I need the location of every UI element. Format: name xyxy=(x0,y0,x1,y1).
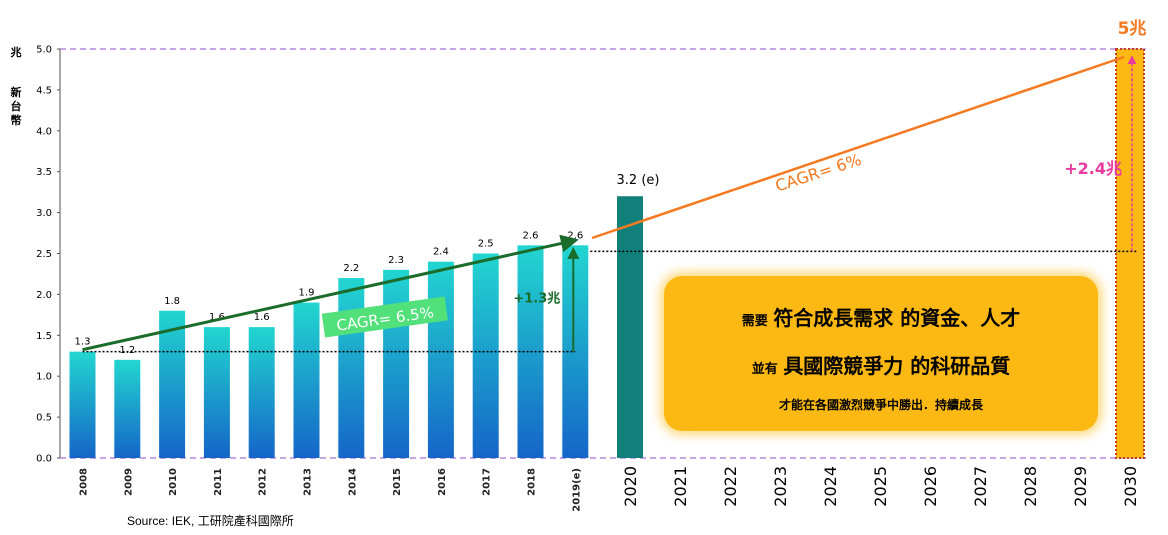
bar-2009 xyxy=(114,359,141,458)
bar-value-label: 2.4 xyxy=(433,247,449,258)
y-tick-label: 3.0 xyxy=(36,208,52,219)
x-tick-label: 2016 xyxy=(437,468,448,496)
bar-2020-value-label: 3.2 (e) xyxy=(617,173,660,188)
bar-value-label: 1.6 xyxy=(209,312,225,323)
x-tick-label: 2008 xyxy=(79,468,90,496)
bar-2030 xyxy=(1115,48,1145,459)
x-tick-label: 2013 xyxy=(303,468,314,496)
bar-value-label: 2.3 xyxy=(388,255,404,266)
bar-2008 xyxy=(69,351,96,458)
bar-value-label: 2.6 xyxy=(567,230,583,241)
x-tick-label: 2024 xyxy=(821,466,840,507)
bar-value-label: 1.8 xyxy=(164,296,180,307)
bar-2013 xyxy=(293,302,320,458)
bar-value-label: 1.2 xyxy=(119,345,135,356)
bar-value-label: 2.2 xyxy=(343,263,359,274)
x-tick-label: 2025 xyxy=(871,466,890,507)
y-tick-label: 3.5 xyxy=(36,167,52,178)
x-tick-label: 2022 xyxy=(721,466,740,507)
x-tick-label: 2029 xyxy=(1071,466,1090,507)
cagr-proj-label: CAGR= 6% xyxy=(773,150,864,196)
callout-line-1-main: 符合成長需求 的資金、人才 xyxy=(773,306,1021,330)
x-tick-label: 2021 xyxy=(671,466,690,507)
source-note: Source: IEK, 工研院產科國際所 xyxy=(127,514,294,528)
x-tick-label: 2023 xyxy=(771,466,790,507)
callout-line-3: 才能在各國激烈競爭中勝出．持續成長 xyxy=(778,398,983,412)
x-tick-label: 2027 xyxy=(971,466,990,507)
y-axis-unit: 兆 xyxy=(10,46,22,59)
x-tick-label: 2030 xyxy=(1121,466,1140,507)
bar-value-label: 1.6 xyxy=(254,312,270,323)
callout-line-1: 需要 符合成長需求 的資金、人才 xyxy=(664,302,1098,331)
y-tick-label: 1.5 xyxy=(36,331,52,342)
trend-line-proj xyxy=(591,55,1125,240)
bar-2010 xyxy=(159,310,186,458)
x-tick-label: 2015 xyxy=(392,468,403,496)
x-tick-label: 2018 xyxy=(527,468,538,496)
callout-line-2-main: 具國際競爭力 的科研品質 xyxy=(783,354,1011,378)
callout-line-2: 並有 具國際競爭力 的科研品質 xyxy=(664,350,1098,379)
y-tick-label: 0.5 xyxy=(36,413,52,424)
delta-hist-label: +1.3兆 xyxy=(513,291,560,307)
chart-frame xyxy=(60,48,1148,459)
bar-value-label: 1.9 xyxy=(299,288,315,299)
x-tick-label: 2020 xyxy=(621,466,640,507)
trend-line-hist xyxy=(82,234,579,352)
y-tick-label: 4.5 xyxy=(36,85,52,96)
bar-value-label: 1.3 xyxy=(75,337,91,348)
x-tick-label: 2010 xyxy=(168,468,179,496)
bar-2011 xyxy=(203,327,230,458)
x-tick-label: 2014 xyxy=(347,468,358,496)
bar-2030-value-label: 5兆 xyxy=(1118,19,1147,39)
callout-line-1-prefix: 需要 xyxy=(741,314,768,329)
x-tick-label: 2009 xyxy=(123,468,134,496)
x-tick-label: 2011 xyxy=(213,468,224,496)
y-tick-label: 0.0 xyxy=(36,454,52,465)
bar-value-label: 2.6 xyxy=(523,230,539,241)
y-tick-label: 2.5 xyxy=(36,249,52,260)
bar-2015 xyxy=(383,269,410,458)
bar-2020 xyxy=(617,196,643,459)
x-tick-label: 2019(e) xyxy=(571,468,582,512)
y-tick-label: 4.0 xyxy=(36,126,52,137)
y-axis: 0.0 0.5 1.0 1.5 2.0 2.5 3.0 3.5 4.0 4.5 5.0 xyxy=(36,45,61,465)
y-axis-title: 新台幣 xyxy=(10,86,22,127)
bar-value-label: 2.5 xyxy=(478,239,494,250)
callout-box: 需要 符合成長需求 的資金、人才 並有 具國際競爭力 的科研品質 才能在各國激烈… xyxy=(664,276,1098,431)
bar-2014 xyxy=(338,278,365,458)
delta-proj-label: +2.4兆 xyxy=(1064,159,1122,178)
bar-2017 xyxy=(472,253,499,458)
y-tick-label: 5.0 xyxy=(36,45,52,56)
x-tick-label: 2026 xyxy=(921,466,940,507)
bar-2016 xyxy=(427,261,454,458)
x-axis-labels: 2008 2009 2010 2011 2012 2013 2014 2015 2016 2017… xyxy=(79,466,1141,512)
y-tick-label: 1.0 xyxy=(36,372,52,383)
x-tick-label: 2012 xyxy=(258,468,269,496)
y-tick-label: 2.0 xyxy=(36,290,52,301)
x-tick-label: 2028 xyxy=(1021,466,1040,507)
bar-2012 xyxy=(248,327,275,458)
x-tick-label: 2017 xyxy=(482,468,493,496)
callout-line-2-prefix: 並有 xyxy=(751,362,778,377)
cagr-hist-box xyxy=(321,296,448,338)
